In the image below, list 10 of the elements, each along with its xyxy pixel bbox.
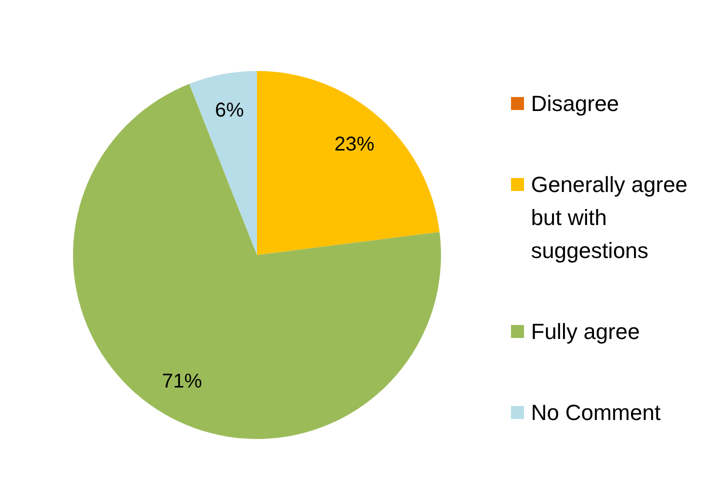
legend-label: Disagree [531, 90, 620, 118]
data-label: 23% [334, 134, 375, 156]
legend-label: Fully agree [531, 318, 640, 346]
pie-slice [257, 71, 440, 255]
data-label: 6% [214, 99, 244, 122]
pie-slice [189, 71, 257, 255]
pie-slice [73, 84, 441, 439]
legend-label: Generally agree but with suggestions [531, 171, 689, 265]
legend-label: No Comment [531, 399, 661, 427]
data-label: 71% [162, 370, 202, 393]
